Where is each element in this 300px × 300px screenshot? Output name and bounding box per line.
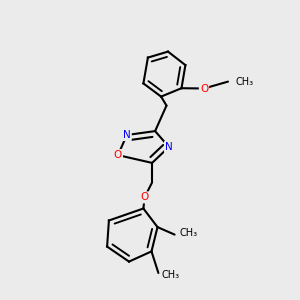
Text: CH₃: CH₃: [236, 76, 253, 87]
Text: CH₃: CH₃: [179, 228, 197, 238]
Text: O: O: [114, 150, 122, 160]
Text: O: O: [200, 83, 208, 94]
Text: O: O: [140, 192, 149, 203]
Text: CH₃: CH₃: [161, 269, 179, 280]
Text: N: N: [123, 130, 131, 140]
Text: N: N: [165, 142, 173, 152]
